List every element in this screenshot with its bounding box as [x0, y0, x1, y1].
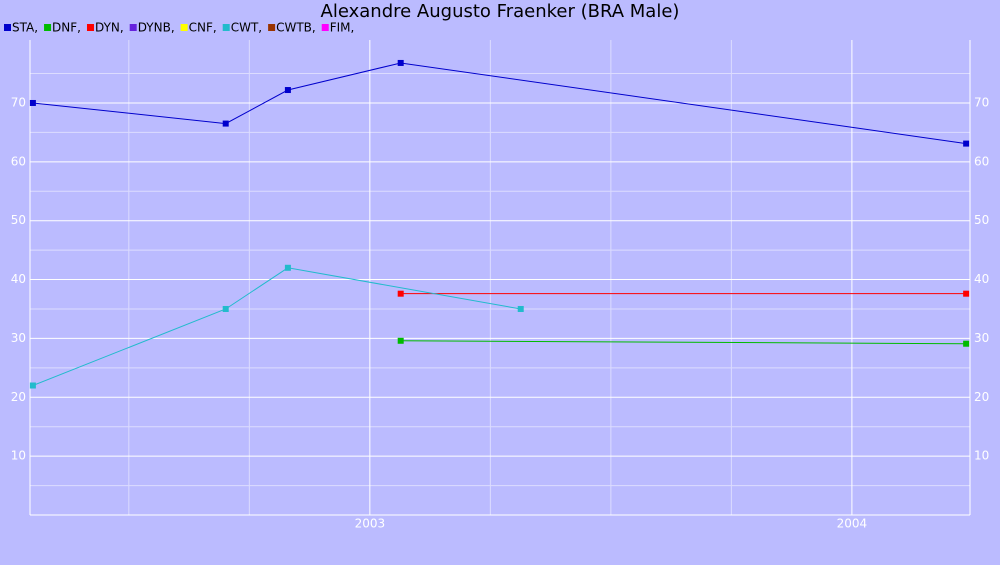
x-tick-label: 2004 [837, 517, 868, 531]
legend-label: FIM, [330, 21, 355, 35]
y-tick-label: 10 [11, 449, 26, 463]
y2-tick-label: 60 [974, 154, 989, 168]
legend-label: DYN, [95, 21, 124, 35]
y-tick-label: 70 [11, 95, 26, 109]
y-tick-label: 30 [11, 331, 26, 345]
x-tick-label: 2003 [355, 517, 386, 531]
legend-swatch [180, 24, 188, 31]
data-point [397, 290, 404, 297]
data-point [222, 305, 229, 312]
legend-swatch [86, 24, 94, 31]
legend-label: CNF, [189, 21, 217, 35]
y2-tick-label: 70 [974, 95, 989, 109]
series-line [400, 340, 967, 345]
legend-swatch [44, 24, 52, 31]
legend-swatch [222, 24, 230, 31]
y2-tick-label: 40 [974, 272, 989, 286]
data-point [29, 382, 36, 389]
legend-label: CWTB, [276, 21, 316, 35]
legend-swatch [321, 24, 329, 31]
legend-label: DNF, [52, 21, 81, 35]
legend-swatch [268, 24, 276, 31]
legend-swatch [129, 24, 137, 31]
series-line [32, 267, 521, 386]
data-point [284, 264, 291, 271]
y-tick-label: 50 [11, 213, 26, 227]
data-point [29, 99, 36, 106]
data-point [222, 120, 229, 127]
y-tick-label: 60 [11, 154, 26, 168]
y2-tick-label: 30 [974, 331, 989, 345]
data-point [397, 337, 404, 344]
y2-tick-label: 10 [974, 449, 989, 463]
y-tick-label: 20 [11, 390, 26, 404]
data-point [963, 340, 970, 347]
legend-swatch [4, 24, 11, 31]
legend-label: CWT, [231, 21, 262, 35]
data-point [517, 305, 524, 312]
data-point [963, 290, 970, 297]
legend-label: DYNB, [138, 21, 175, 35]
data-point [963, 140, 970, 147]
y-tick-label: 40 [11, 272, 26, 286]
legend-label: STA, [12, 21, 38, 35]
data-point [284, 87, 291, 94]
y2-tick-label: 50 [974, 213, 989, 227]
data-point [397, 59, 404, 66]
chart-title: Alexandre Augusto Fraenker (BRA Male) [321, 1, 680, 22]
y2-tick-label: 20 [974, 390, 989, 404]
